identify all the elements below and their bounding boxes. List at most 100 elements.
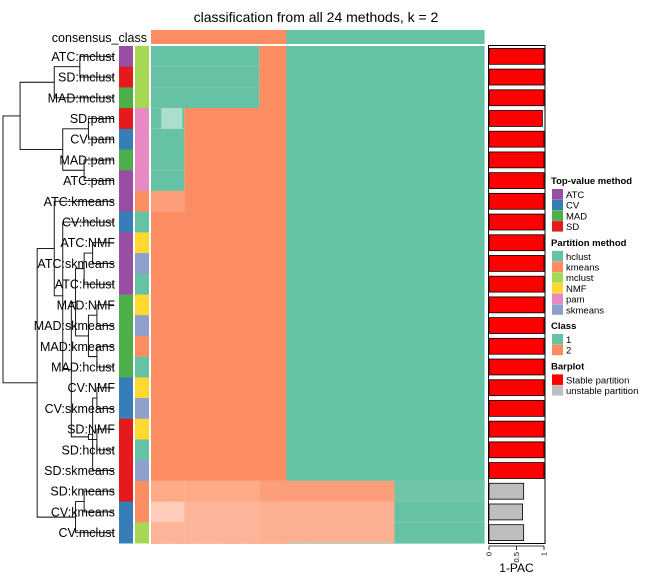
- heatmap-cell: [240, 273, 244, 296]
- heatmap-cell: [265, 170, 269, 192]
- heatmap-cell: [182, 439, 185, 461]
- heatmap-cell: [388, 232, 391, 254]
- dendrogram-branch: [83, 490, 114, 513]
- heatmap-cell: [250, 232, 254, 254]
- heatmap-cell: [282, 315, 285, 337]
- heatmap-cell: [221, 335, 225, 358]
- heatmap-cell: [367, 170, 371, 192]
- heatmap-cell: [234, 439, 237, 461]
- heatmap-cell: [332, 211, 335, 233]
- heatmap-cell: [425, 170, 429, 192]
- heatmap-cell: [273, 66, 277, 89]
- heatmap-cell: [431, 418, 435, 441]
- heatmap-cell: [373, 294, 377, 316]
- heatmap-cell: [379, 398, 383, 420]
- heatmap-cell: [406, 170, 410, 192]
- heatmap-cell: [396, 335, 400, 358]
- heatmap-cell: [298, 273, 302, 296]
- heatmap-cell: [377, 108, 381, 130]
- heatmap-cell: [271, 273, 275, 296]
- heatmap-cell: [329, 439, 333, 461]
- heatmap-cell: [230, 190, 233, 213]
- heatmap-cell: [390, 149, 394, 171]
- partition-method-cell: [135, 46, 149, 68]
- consensus-class-cell: [434, 30, 437, 44]
- heatmap-cell: [217, 335, 221, 358]
- heatmap-cell: [255, 190, 258, 213]
- heatmap-cell: [365, 108, 369, 130]
- heatmap-cell: [173, 253, 177, 275]
- heatmap-cell: [357, 294, 360, 316]
- heatmap-cell: [219, 398, 223, 420]
- heatmap-cell: [417, 315, 421, 337]
- heatmap-cell: [296, 108, 300, 130]
- heatmap-cell: [481, 273, 485, 296]
- heatmap-cell: [167, 356, 171, 378]
- consensus-class-cell: [477, 30, 481, 44]
- heatmap-cell: [315, 398, 319, 420]
- heatmap-cell: [309, 418, 312, 441]
- heatmap-cell: [182, 356, 185, 378]
- heatmap-cell: [240, 108, 244, 130]
- heatmap-cell: [319, 46, 323, 68]
- heatmap-cell: [203, 170, 206, 192]
- pac-bar: [488, 358, 545, 376]
- heatmap-cell: [442, 335, 446, 358]
- heatmap-cell: [290, 460, 294, 482]
- pac-bar: [488, 462, 545, 479]
- heatmap-cell: [225, 253, 229, 275]
- heatmap-cell: [357, 460, 360, 482]
- heatmap-cell: [354, 273, 358, 296]
- heatmap-cell: [184, 439, 187, 461]
- consensus-class-cell: [300, 30, 304, 44]
- heatmap-cell: [290, 190, 294, 213]
- heatmap-cell: [463, 315, 466, 337]
- heatmap-cell: [234, 273, 237, 296]
- heatmap-cell: [171, 460, 175, 482]
- heatmap-cell: [280, 87, 283, 109]
- heatmap-cell: [327, 46, 331, 68]
- heatmap-cell: [161, 232, 165, 254]
- heatmap-cell: [288, 418, 292, 441]
- heatmap-cell: [203, 190, 206, 213]
- heatmap-cell: [282, 108, 285, 130]
- heatmap-cell: [300, 377, 304, 399]
- heatmap-cell: [465, 211, 468, 233]
- heatmap-cell: [232, 356, 235, 378]
- heatmap-cell: [286, 66, 289, 89]
- heatmap-cell: [373, 418, 377, 441]
- consensus-class-cell: [184, 30, 187, 44]
- heatmap-cell: [252, 460, 256, 482]
- heatmap-cell: [442, 46, 446, 68]
- heatmap-cell: [182, 211, 185, 233]
- heatmap-cell: [286, 439, 289, 461]
- heatmap-cell: [300, 190, 304, 213]
- consensus-class-cell: [444, 30, 448, 44]
- heatmap-cell: [153, 418, 156, 441]
- heatmap-cell: [452, 149, 456, 171]
- heatmap-cell: [481, 149, 485, 171]
- heatmap-cell: [271, 460, 275, 482]
- heatmap-cell: [419, 335, 423, 358]
- heatmap-cell: [409, 398, 412, 420]
- heatmap-cell: [384, 232, 387, 254]
- consensus-class-cell: [252, 30, 256, 44]
- partition-method-cell: [135, 398, 149, 420]
- heatmap-cell: [465, 398, 468, 420]
- heatmap-cell: [367, 377, 371, 399]
- heatmap-cell: [221, 149, 225, 171]
- heatmap-cell: [384, 294, 387, 316]
- heatmap-cell: [481, 439, 485, 461]
- legend-swatch: [552, 344, 563, 356]
- heatmap-cell: [165, 253, 169, 275]
- heatmap-cell: [223, 418, 227, 441]
- heatmap-cell: [417, 356, 421, 378]
- heatmap-cell: [217, 190, 221, 213]
- heatmap-cell: [228, 232, 231, 254]
- heatmap-cell: [171, 315, 175, 337]
- heatmap-cell: [473, 128, 477, 151]
- heatmap-cell: [332, 170, 335, 192]
- heatmap-cell: [250, 418, 254, 441]
- heatmap-cell: [442, 356, 446, 378]
- heatmap-cell: [169, 439, 173, 461]
